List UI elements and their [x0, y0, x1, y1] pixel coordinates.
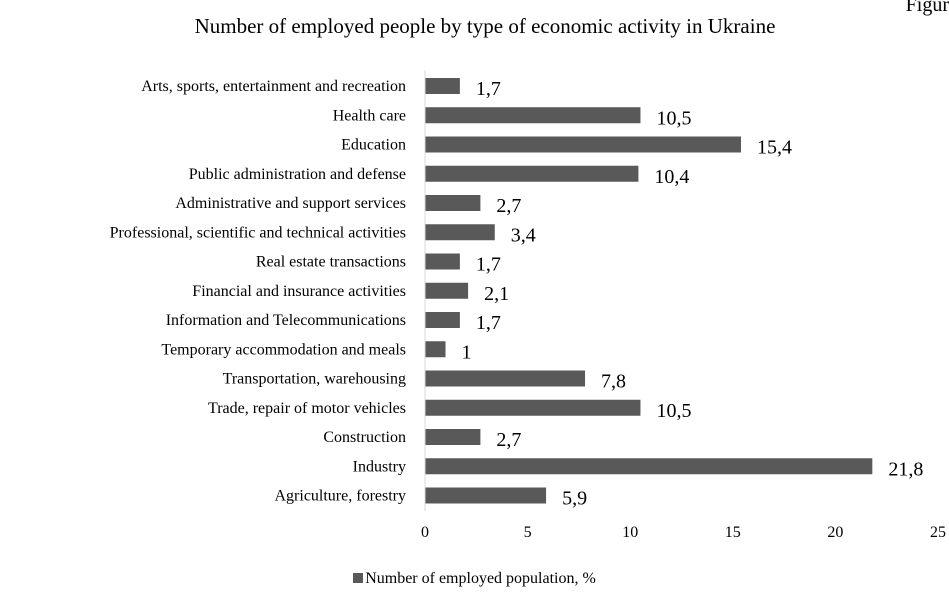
- category-labels: Arts, sports, entertainment and recreati…: [110, 78, 406, 505]
- bar: [425, 282, 469, 299]
- bars-layer: [425, 78, 873, 504]
- bar: [425, 78, 460, 94]
- category-label: Professional, scientific and technical a…: [110, 224, 406, 241]
- value-label: 1: [462, 341, 472, 363]
- x-axis-ticks: 0 5 10 15 20 25: [421, 524, 946, 541]
- category-label: Real estate transactions: [256, 254, 406, 271]
- bar: [425, 312, 460, 328]
- value-label: 2,7: [496, 195, 521, 217]
- legend-label: Number of employed population, %: [365, 570, 596, 587]
- bar: [425, 341, 446, 358]
- x-tick-label: 10: [622, 524, 638, 541]
- x-tick-label: 20: [827, 524, 843, 541]
- value-label: 1,7: [476, 254, 501, 276]
- value-label: 2,7: [496, 429, 521, 451]
- value-label: 21,8: [888, 458, 923, 480]
- bar-chart: Arts, sports, entertainment and recreati…: [110, 70, 946, 541]
- bar: [425, 165, 639, 182]
- category-label: Temporary accommodation and meals: [161, 341, 406, 358]
- category-label: Agriculture, forestry: [274, 488, 406, 505]
- category-label: Trade, repair of motor vehicles: [208, 400, 406, 417]
- value-label: 10,5: [656, 107, 691, 129]
- category-label: Financial and insurance activities: [192, 283, 406, 300]
- bar: [425, 195, 481, 211]
- bar: [425, 107, 641, 124]
- value-label: 3,4: [511, 224, 536, 246]
- figure-caption-fragment: Figur: [905, 0, 949, 16]
- x-tick-label: 0: [421, 524, 429, 541]
- value-label: 1,7: [476, 78, 501, 100]
- value-label: 2,1: [484, 283, 509, 305]
- category-label: Arts, sports, entertainment and recreati…: [141, 78, 406, 95]
- chart-title: Number of employed people by type of eco…: [194, 14, 776, 38]
- x-tick-label: 5: [524, 524, 532, 541]
- value-label: 5,9: [562, 488, 587, 510]
- category-label: Industry: [353, 458, 406, 475]
- value-label: 15,4: [757, 137, 792, 159]
- value-labels: 1,710,515,410,42,73,41,72,11,717,810,52,…: [462, 78, 924, 510]
- x-tick-label: 25: [930, 524, 946, 541]
- value-label: 10,4: [654, 166, 689, 188]
- value-label: 1,7: [476, 312, 501, 334]
- category-label: Transportation, warehousing: [223, 371, 406, 388]
- category-label: Education: [341, 137, 406, 154]
- legend-swatch: [353, 573, 364, 583]
- x-tick-label: 15: [725, 524, 741, 541]
- category-label: Health care: [333, 107, 406, 124]
- bar: [425, 429, 481, 445]
- category-label: Construction: [323, 429, 406, 446]
- legend: Number of employed population, %: [0, 570, 949, 588]
- category-label: Administrative and support services: [175, 195, 406, 212]
- bar: [425, 370, 586, 387]
- value-label: 7,8: [601, 371, 626, 393]
- bar: [425, 487, 547, 504]
- bar: [425, 253, 460, 270]
- category-label: Public administration and defense: [189, 166, 406, 183]
- category-label: Information and Telecommunications: [166, 312, 406, 329]
- value-label: 10,5: [656, 400, 691, 422]
- bar: [425, 224, 495, 241]
- bar: [425, 399, 641, 416]
- bar: [425, 458, 873, 475]
- bar: [425, 136, 742, 153]
